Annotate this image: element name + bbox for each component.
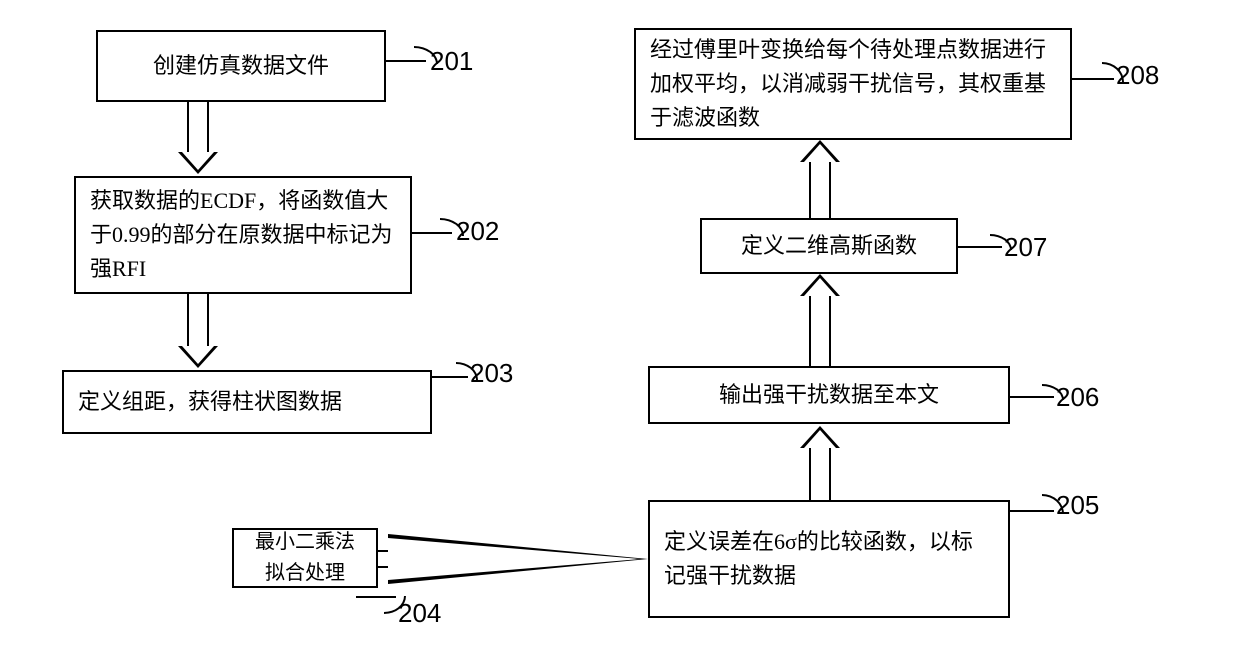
- arrow-206-207-head: [800, 274, 840, 296]
- arrow-207-208-shaft: [809, 162, 831, 218]
- node-202-text: 获取数据的ECDF，将函数值大于0.99的部分在原数据中标记为强RFI: [90, 184, 396, 286]
- arrow-205-206-head: [800, 426, 840, 448]
- arrow-202-203-head: [178, 346, 218, 368]
- label-204: 204: [398, 598, 441, 629]
- node-202: 获取数据的ECDF，将函数值大于0.99的部分在原数据中标记为强RFI: [74, 176, 412, 294]
- flowchart-canvas: 创建仿真数据文件 获取数据的ECDF，将函数值大于0.99的部分在原数据中标记为…: [0, 0, 1240, 666]
- node-206: 输出强干扰数据至本文: [648, 366, 1010, 424]
- arrow-202-203-shaft: [187, 294, 209, 348]
- node-208-text: 经过傅里叶变换给每个待处理点数据进行加权平均，以消减弱干扰信号，其权重基于滤波函…: [650, 33, 1056, 135]
- node-201: 创建仿真数据文件: [96, 30, 386, 102]
- arrow-205-206-shaft: [809, 448, 831, 500]
- node-205: 定义误差在6σ的比较函数，以标记强干扰数据: [648, 500, 1010, 618]
- node-203-text: 定义组距，获得柱状图数据: [78, 385, 342, 419]
- node-204: 最小二乘法拟合处理: [232, 528, 378, 588]
- label-205: 205: [1056, 490, 1099, 521]
- arrow-201-202-head: [178, 152, 218, 174]
- node-207-text: 定义二维高斯函数: [741, 229, 917, 263]
- arrow-201-202-shaft: [187, 102, 209, 154]
- node-205-text: 定义误差在6σ的比较函数，以标记强干扰数据: [664, 525, 994, 593]
- node-204-text: 最小二乘法拟合处理: [248, 527, 362, 589]
- arrow-207-208-head: [800, 140, 840, 162]
- arrow-204-205-head: [388, 534, 648, 584]
- node-207: 定义二维高斯函数: [700, 218, 958, 274]
- arrow-206-207-shaft: [809, 296, 831, 366]
- node-203: 定义组距，获得柱状图数据: [62, 370, 432, 434]
- node-206-text: 输出强干扰数据至本文: [719, 378, 939, 412]
- node-201-text: 创建仿真数据文件: [153, 49, 329, 83]
- node-208: 经过傅里叶变换给每个待处理点数据进行加权平均，以消减弱干扰信号，其权重基于滤波函…: [634, 28, 1072, 140]
